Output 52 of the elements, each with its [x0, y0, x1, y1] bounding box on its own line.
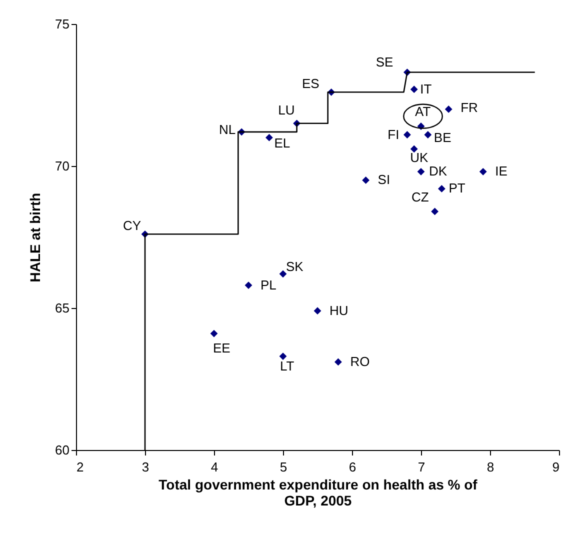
- annotation: ES: [302, 76, 320, 92]
- x-tick-label: 6: [348, 460, 356, 474]
- annotation: AT: [415, 104, 431, 120]
- annotation: FI: [388, 126, 400, 142]
- annotation: SI: [378, 172, 390, 188]
- y-axis-title: HALE at birth: [27, 192, 44, 282]
- point: [424, 131, 432, 138]
- annotation: NL: [218, 122, 236, 137]
- point: [444, 105, 452, 113]
- point: [314, 307, 322, 315]
- point: [403, 131, 411, 138]
- x-tick-label: 3: [142, 460, 150, 474]
- annotation: FR: [460, 100, 478, 116]
- y-tick-label: 70: [55, 158, 70, 174]
- point: [438, 185, 446, 192]
- x-tick-label: 9: [552, 460, 560, 474]
- x-axis-title: Total government expenditure on health as % of GDP, 2005: [158, 476, 478, 508]
- point: [417, 168, 425, 176]
- point: [279, 270, 287, 278]
- x-tick-label: 8: [486, 460, 494, 474]
- annotation: CY: [122, 218, 142, 234]
- annotation: LT: [280, 358, 294, 374]
- x-tick-label: 4: [210, 460, 218, 474]
- y-tick-label: 60: [55, 442, 70, 458]
- annotation: UK: [410, 150, 428, 165]
- point: [431, 208, 439, 216]
- annotation: EE: [213, 340, 231, 356]
- x-tick-label: 2: [76, 460, 84, 474]
- annotation: DK: [429, 164, 448, 179]
- annotation: IT: [420, 81, 432, 96]
- annotation: LU: [278, 102, 295, 118]
- x-tick-label: 7: [418, 460, 426, 474]
- x-tick-label: 5: [280, 460, 288, 474]
- annotation: SK: [286, 258, 304, 274]
- point: [334, 358, 342, 366]
- annotation: PT: [448, 180, 466, 196]
- annotation: SE: [376, 54, 394, 70]
- annotation: HU: [330, 302, 348, 318]
- y-tick-label: 65: [55, 300, 70, 316]
- point: [410, 145, 418, 153]
- point: [265, 134, 273, 142]
- y-tick-label: 75: [55, 16, 70, 32]
- point: [362, 176, 370, 184]
- point: [210, 330, 218, 338]
- annotation: PL: [260, 277, 276, 292]
- annotation: IE: [495, 164, 508, 179]
- point: [410, 86, 418, 94]
- annotation: EL: [274, 136, 290, 151]
- annotation: RO: [350, 354, 370, 369]
- annotation: CZ: [411, 189, 429, 204]
- point: [479, 168, 487, 176]
- annotation: BE: [434, 130, 452, 145]
